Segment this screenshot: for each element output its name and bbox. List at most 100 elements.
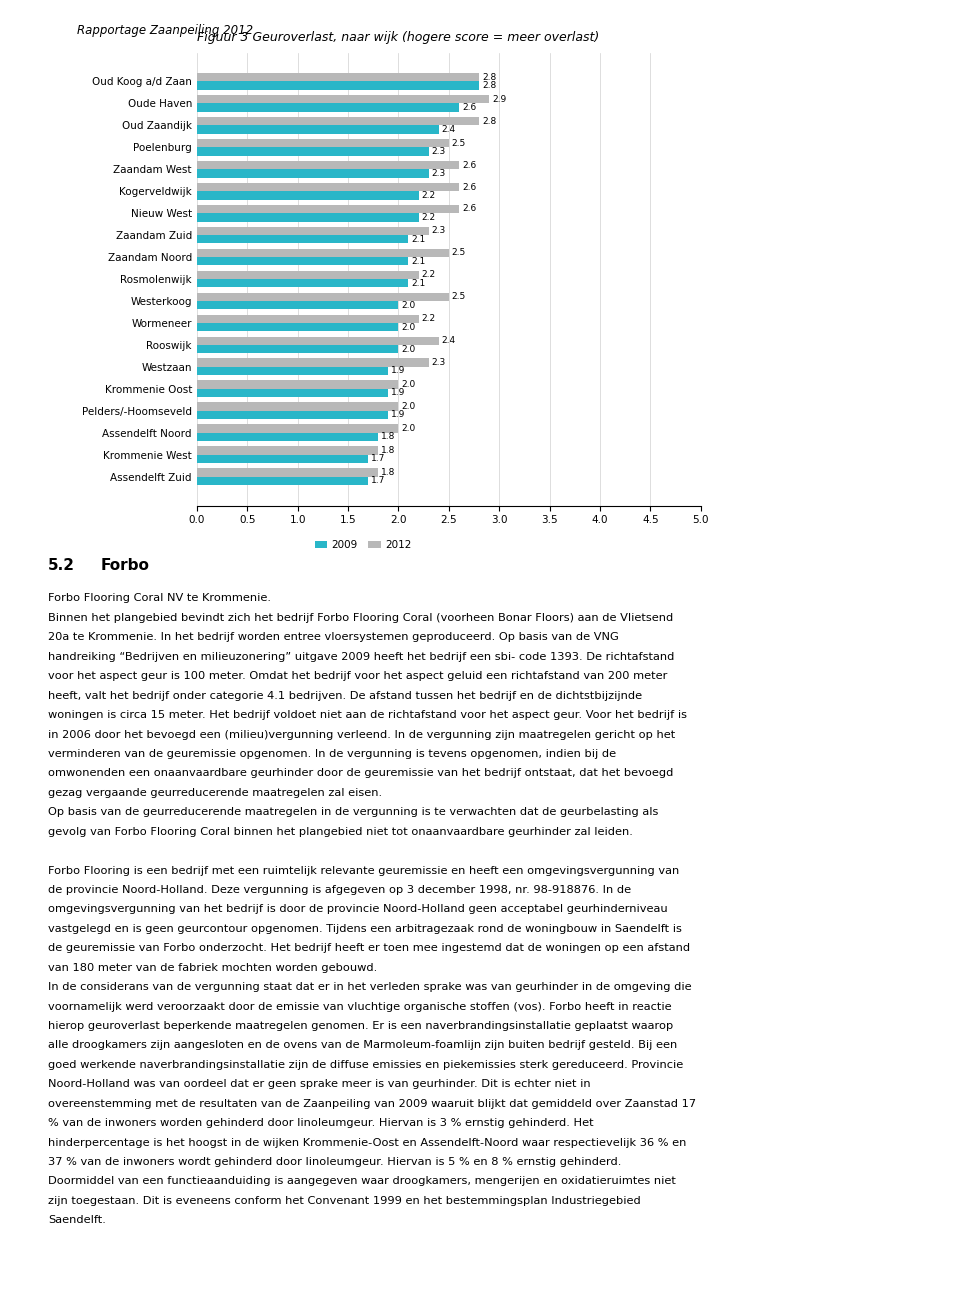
Bar (197, 280, 409, 288)
Bar (197, 424, 398, 433)
Bar (197, 469, 378, 477)
Bar (197, 213, 419, 222)
Text: 2.4: 2.4 (442, 125, 456, 134)
Bar (197, 95, 489, 104)
Text: 1.9: 1.9 (392, 411, 406, 419)
Text: 1.7: 1.7 (372, 477, 386, 486)
Text: In de considerans van de vergunning staat dat er in het verleden sprake was van : In de considerans van de vergunning staa… (48, 982, 691, 993)
Text: in 2006 door het bevoegd een (milieu)vergunning verleend. In de vergunning zijn : in 2006 door het bevoegd een (milieu)ver… (48, 730, 675, 739)
Text: Binnen het plangebied bevindt zich het bedrijf Forbo Flooring Coral (voorheen Bo: Binnen het plangebied bevindt zich het b… (48, 613, 673, 622)
Bar (197, 139, 449, 147)
Bar (197, 301, 398, 310)
Text: voor het aspect geur is 100 meter. Omdat het bedrijf voor het aspect geluid een : voor het aspect geur is 100 meter. Omdat… (48, 671, 667, 681)
Bar (197, 389, 388, 397)
Text: van 180 meter van de fabriek mochten worden gebouwd.: van 180 meter van de fabriek mochten wor… (48, 962, 377, 973)
Bar (197, 192, 419, 200)
Text: 2.0: 2.0 (401, 424, 416, 433)
Text: hierop geuroverlast beperkende maatregelen genomen. Er is een naverbrandingsinst: hierop geuroverlast beperkende maatregel… (48, 1022, 673, 1031)
Text: 2.2: 2.2 (421, 213, 436, 222)
Text: 2.0: 2.0 (401, 379, 416, 389)
Text: Forbo Flooring Coral NV te Krommenie.: Forbo Flooring Coral NV te Krommenie. (48, 593, 271, 604)
Bar (197, 358, 428, 366)
Text: 2.0: 2.0 (401, 402, 416, 411)
Text: de geuremissie van Forbo onderzocht. Het bedrijf heeft er toen mee ingestemd dat: de geuremissie van Forbo onderzocht. Het… (48, 943, 690, 953)
Text: 1.8: 1.8 (381, 432, 396, 441)
Text: vastgelegd en is geen geurcontour opgenomen. Tijdens een arbitragezaak rond de w: vastgelegd en is geen geurcontour opgeno… (48, 924, 682, 934)
Bar (197, 366, 388, 376)
Text: Saendelft.: Saendelft. (48, 1216, 106, 1225)
Bar (197, 183, 459, 192)
Text: 2.5: 2.5 (452, 248, 466, 257)
Bar (197, 227, 428, 235)
Text: gevolg van Forbo Flooring Coral binnen het plangebied niet tot onaanvaardbare ge: gevolg van Forbo Flooring Coral binnen h… (48, 827, 633, 836)
Bar (197, 315, 419, 323)
Bar (197, 125, 439, 134)
Text: Noord-Holland was van oordeel dat er geen sprake meer is van geurhinder. Dit is : Noord-Holland was van oordeel dat er gee… (48, 1079, 590, 1090)
Text: gezag vergaande geurreducerende maatregelen zal eisen.: gezag vergaande geurreducerende maatrege… (48, 788, 382, 798)
Text: % van de inwoners worden gehinderd door linoleumgeur. Hiervan is 3 % ernstig geh: % van de inwoners worden gehinderd door … (48, 1119, 593, 1128)
Text: Rapportage Zaanpeiling 2012: Rapportage Zaanpeiling 2012 (77, 24, 252, 37)
Text: 2.8: 2.8 (482, 117, 496, 126)
Bar (197, 293, 449, 301)
Text: 2.1: 2.1 (412, 235, 425, 244)
Text: 1.9: 1.9 (392, 366, 406, 376)
Bar (197, 411, 388, 419)
Text: 2.1: 2.1 (412, 278, 425, 288)
Text: goed werkende naverbrandingsinstallatie zijn de diffuse emissies en piekemissies: goed werkende naverbrandingsinstallatie … (48, 1060, 684, 1070)
Bar (197, 169, 428, 177)
Text: 5.2: 5.2 (48, 558, 75, 572)
Text: 2.0: 2.0 (401, 344, 416, 353)
Text: hinderpercentage is het hoogst in de wijken Krommenie-Oost en Assendelft-Noord w: hinderpercentage is het hoogst in de wij… (48, 1137, 686, 1148)
Text: 37 % van de inwoners wordt gehinderd door linoleumgeur. Hiervan is 5 % en 8 % er: 37 % van de inwoners wordt gehinderd doo… (48, 1157, 621, 1167)
Text: woningen is circa 15 meter. Het bedrijf voldoet niet aan de richtafstand voor he: woningen is circa 15 meter. Het bedrijf … (48, 710, 687, 720)
Text: 2.6: 2.6 (462, 205, 476, 214)
Bar (197, 147, 428, 156)
Bar (197, 117, 479, 125)
Text: 1.8: 1.8 (381, 446, 396, 454)
Text: 2.3: 2.3 (432, 226, 445, 235)
Bar (197, 74, 479, 81)
Text: omwonenden een onaanvaardbare geurhinder door de geuremissie van het bedrijf ont: omwonenden een onaanvaardbare geurhinder… (48, 768, 673, 779)
Text: 1.8: 1.8 (381, 467, 396, 477)
Text: 2.2: 2.2 (421, 270, 436, 280)
Bar (197, 257, 409, 265)
Bar (197, 433, 378, 441)
Text: heeft, valt het bedrijf onder categorie 4.1 bedrijven. De afstand tussen het bed: heeft, valt het bedrijf onder categorie … (48, 691, 642, 701)
Text: 2.4: 2.4 (442, 336, 456, 345)
Text: Figuur 3 Geuroverlast, naar wijk (hogere score = meer overlast): Figuur 3 Geuroverlast, naar wijk (hogere… (197, 32, 599, 45)
Text: verminderen van de geuremissie opgenomen. In de vergunning is tevens opgenomen, : verminderen van de geuremissie opgenomen… (48, 748, 616, 759)
Text: Forbo: Forbo (101, 558, 150, 572)
Text: 2.0: 2.0 (401, 301, 416, 310)
Bar (197, 235, 409, 243)
Text: 2.6: 2.6 (462, 104, 476, 112)
Text: 2.6: 2.6 (462, 183, 476, 192)
Text: 20a te Krommenie. In het bedrijf worden entree vloersystemen geproduceerd. Op ba: 20a te Krommenie. In het bedrijf worden … (48, 633, 619, 642)
Text: overeenstemming met de resultaten van de Zaanpeiling van 2009 waaruit blijkt dat: overeenstemming met de resultaten van de… (48, 1099, 696, 1108)
Text: 1.7: 1.7 (372, 454, 386, 463)
Text: voornamelijk werd veroorzaakt door de emissie van vluchtige organische stoffen (: voornamelijk werd veroorzaakt door de em… (48, 1002, 672, 1011)
Bar (197, 402, 398, 411)
Bar (197, 270, 419, 280)
Text: Forbo Flooring is een bedrijf met een ruimtelijk relevante geuremissie en heeft : Forbo Flooring is een bedrijf met een ru… (48, 865, 680, 876)
Text: 2.8: 2.8 (482, 81, 496, 91)
Bar (197, 104, 459, 112)
Bar (197, 454, 368, 463)
Bar (197, 477, 368, 484)
Text: Op basis van de geurreducerende maatregelen in de vergunning is te verwachten da: Op basis van de geurreducerende maatrege… (48, 807, 659, 817)
Text: omgevingsvergunning van het bedrijf is door de provincie Noord-Holland geen acce: omgevingsvergunning van het bedrijf is d… (48, 905, 667, 914)
Text: handreiking “Bedrijven en milieuzonering” uitgave 2009 heeft het bedrijf een sbi: handreiking “Bedrijven en milieuzonering… (48, 651, 674, 662)
Text: Doormiddel van een functieaanduiding is aangegeven waar droogkamers, mengerijen : Doormiddel van een functieaanduiding is … (48, 1176, 676, 1187)
Text: alle droogkamers zijn aangesloten en de ovens van de Marmoleum-foamlijn zijn bui: alle droogkamers zijn aangesloten en de … (48, 1040, 677, 1050)
Text: 2.1: 2.1 (412, 257, 425, 265)
Text: 2.3: 2.3 (432, 169, 445, 179)
Bar (197, 345, 398, 353)
Text: 1.9: 1.9 (392, 389, 406, 398)
Text: 2.9: 2.9 (492, 95, 506, 104)
Bar (197, 81, 479, 89)
Bar (197, 336, 439, 345)
Text: zijn toegestaan. Dit is eveneens conform het Convenant 1999 en het bestemmingspl: zijn toegestaan. Dit is eveneens conform… (48, 1196, 640, 1205)
Bar (197, 205, 459, 213)
Bar (197, 446, 378, 454)
Text: 2.3: 2.3 (432, 358, 445, 368)
Text: 2.8: 2.8 (482, 72, 496, 81)
